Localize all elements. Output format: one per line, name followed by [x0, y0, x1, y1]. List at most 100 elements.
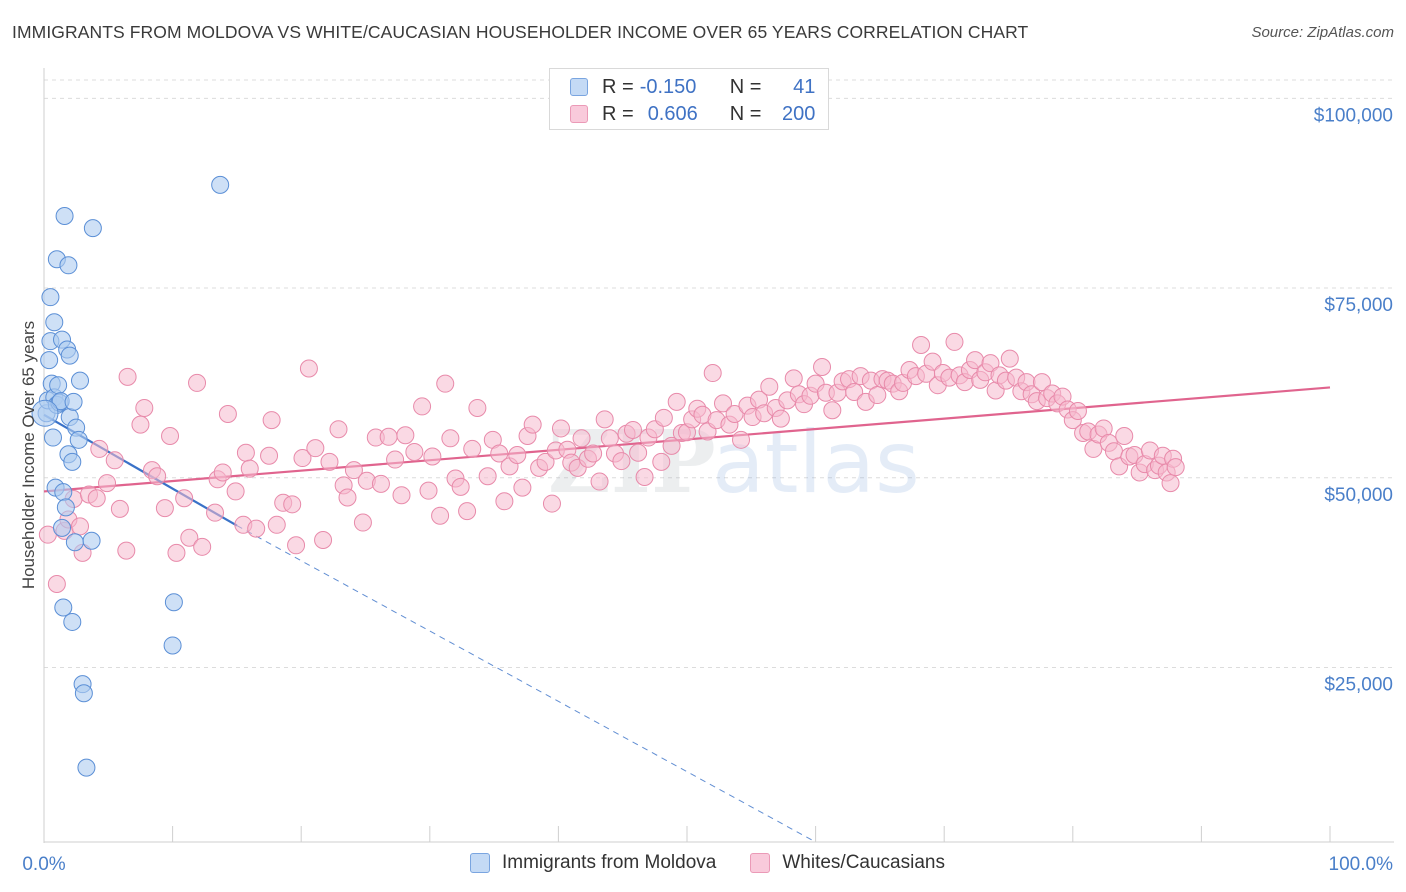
- whites-point: [175, 489, 194, 508]
- x-tick-label: 100.0%: [1329, 854, 1394, 875]
- whites-point: [329, 420, 348, 439]
- whites-point: [379, 427, 398, 446]
- source-credit: Source: ZipAtlas.com: [1251, 24, 1394, 41]
- y-tick-label: $50,000: [1324, 485, 1393, 506]
- whites-point: [1032, 373, 1051, 392]
- n-label: N =: [729, 102, 762, 125]
- whites-point: [945, 332, 964, 351]
- whites-legend-swatch: [750, 853, 771, 873]
- legend-label-whites: Whites/Caucasians: [782, 852, 945, 873]
- whites-point: [118, 367, 137, 386]
- chart-title: IMMIGRANTS FROM MOLDOVA VS WHITE/CAUCASI…: [12, 22, 1029, 42]
- whites-point: [495, 492, 514, 511]
- moldova-point: [40, 351, 59, 370]
- y-tick-label: $100,000: [1314, 105, 1393, 126]
- whites-point: [188, 373, 207, 392]
- n-label: N =: [729, 75, 762, 98]
- whites-point: [47, 575, 66, 593]
- moldova-point: [83, 219, 102, 238]
- whites-point: [595, 410, 614, 429]
- whites-swatch: [570, 105, 588, 123]
- whites-point: [314, 530, 333, 549]
- whites-point: [513, 478, 532, 497]
- moldova-point: [59, 256, 78, 275]
- whites-point: [572, 429, 591, 448]
- moldova-point: [77, 758, 96, 777]
- whites-point: [551, 419, 570, 438]
- moldova-points: [31, 175, 230, 777]
- whites-caucasians-points: [38, 332, 1185, 593]
- whites-point: [117, 541, 136, 560]
- whites-point: [845, 383, 864, 402]
- whites-point: [542, 494, 561, 513]
- whites-point: [180, 528, 199, 547]
- moldova-trend-extension: [236, 525, 816, 843]
- whites-point: [725, 405, 744, 424]
- moldova-point: [65, 533, 84, 552]
- whites-point: [635, 468, 654, 487]
- whites-point: [423, 447, 442, 466]
- whites-point: [98, 474, 117, 493]
- whites-point: [71, 517, 90, 536]
- whites-point: [344, 461, 363, 480]
- whites-point: [490, 444, 509, 463]
- correlation-legend: R = -0.150 N = 41 R = 0.606 N = 200: [549, 68, 829, 130]
- moldova-point: [56, 498, 75, 517]
- moldova-point: [55, 206, 74, 225]
- whites-point: [1166, 458, 1185, 477]
- moldova-point: [31, 399, 59, 427]
- whites-point: [654, 408, 673, 427]
- moldova-point: [64, 392, 83, 411]
- whites-point: [247, 519, 266, 538]
- whites-point: [240, 459, 259, 478]
- whites-point: [87, 489, 106, 508]
- whites-point: [386, 450, 405, 469]
- whites-point: [371, 474, 390, 493]
- moldova-point: [54, 598, 73, 617]
- n-value: 200: [782, 102, 816, 125]
- whites-point: [703, 364, 722, 383]
- y-axis-title: Householder Income Over 65 years: [19, 321, 38, 589]
- whites-point: [612, 452, 631, 471]
- whites-point: [584, 444, 603, 463]
- whites-point: [441, 429, 460, 448]
- whites-point: [283, 495, 302, 514]
- whites-point: [193, 537, 212, 556]
- whites-point: [732, 430, 751, 449]
- whites-point: [135, 398, 154, 417]
- whites-point: [293, 449, 312, 468]
- whites-point: [912, 335, 931, 354]
- whites-point: [508, 446, 527, 464]
- whites-point: [667, 392, 686, 411]
- legend-item-whites[interactable]: Whites/Caucasians: [750, 852, 945, 874]
- whites-point: [436, 374, 455, 393]
- whites-point: [413, 397, 432, 416]
- whites-point: [167, 543, 186, 562]
- legend-row-whites: R = 0.606 N = 200: [570, 101, 815, 127]
- n-value: 41: [793, 75, 816, 98]
- moldova-point: [49, 376, 68, 395]
- whites-point: [1000, 349, 1019, 368]
- whites-point: [155, 499, 174, 518]
- moldova-point: [163, 636, 182, 655]
- whites-point: [338, 488, 357, 507]
- whites-point: [260, 446, 279, 465]
- whites-point: [629, 443, 648, 462]
- legend-item-moldova[interactable]: Immigrants from Moldova: [470, 852, 716, 874]
- r-value: 0.606: [647, 102, 698, 125]
- moldova-point: [54, 483, 73, 502]
- whites-point: [652, 452, 671, 471]
- whites-point: [784, 369, 803, 388]
- whites-point: [206, 503, 225, 522]
- whites-point: [396, 426, 415, 445]
- whites-point: [523, 415, 542, 434]
- moldova-point: [45, 313, 64, 332]
- whites-point: [320, 452, 339, 471]
- whites-point: [823, 401, 842, 420]
- whites-point: [161, 427, 180, 446]
- whites-point: [923, 352, 942, 371]
- whites-point: [771, 409, 790, 428]
- legend-label-moldova: Immigrants from Moldova: [502, 852, 717, 873]
- whites-point: [536, 452, 555, 471]
- moldova-point: [63, 612, 82, 631]
